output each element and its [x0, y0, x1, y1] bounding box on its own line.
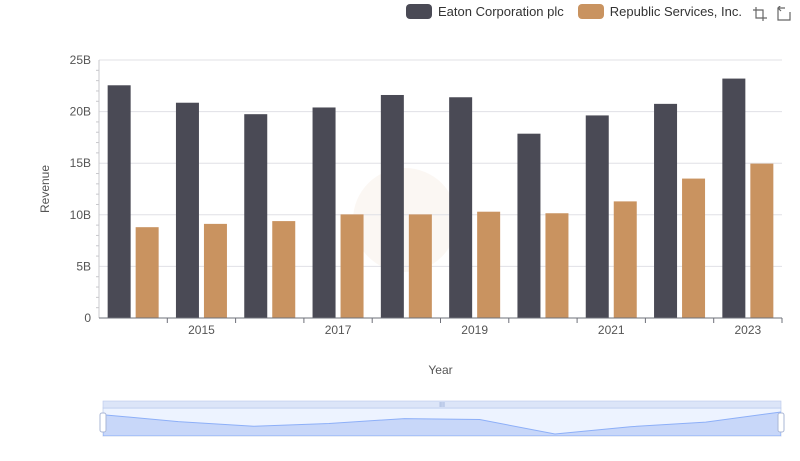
x-tick-label: 2015	[188, 323, 215, 337]
bars	[107, 78, 774, 319]
bar-republic-2023[interactable]	[750, 163, 774, 318]
watermark	[353, 168, 457, 272]
x-axis: 2015 2017 2019 2021 2023	[166, 318, 783, 337]
data-zoom-handle-left[interactable]	[99, 412, 107, 433]
y-tick-label: 10B	[70, 208, 91, 222]
bar-republic-2019[interactable]	[477, 211, 501, 318]
bar-republic-2014[interactable]	[135, 227, 159, 318]
y-tick-label: 15B	[70, 156, 91, 170]
legend: Eaton Corporation plc Republic Services,…	[406, 4, 742, 19]
x-tick-label: 2023	[734, 323, 761, 337]
bar-republic-2022[interactable]	[682, 178, 706, 318]
legend-label: Republic Services, Inc.	[609, 4, 742, 19]
bar-eaton-2018[interactable]	[380, 94, 404, 318]
data-zoom-preview-area	[103, 411, 781, 436]
y-tick-label: 5B	[76, 259, 91, 273]
bar-eaton-2019[interactable]	[449, 97, 473, 318]
bar-republic-2018[interactable]	[408, 214, 432, 318]
bar-eaton-2014[interactable]	[107, 85, 131, 318]
legend-label: Eaton Corporation plc	[438, 4, 564, 19]
bar-eaton-2020[interactable]	[517, 133, 541, 318]
bar-republic-2020[interactable]	[545, 213, 569, 318]
x-axis-label: Year	[428, 363, 452, 377]
bar-eaton-2021[interactable]	[585, 115, 609, 319]
data-zoom-handle-right[interactable]	[777, 412, 785, 433]
bar-eaton-2017[interactable]	[312, 107, 336, 318]
y-tick-label: 25B	[70, 53, 91, 67]
legend-swatch	[406, 4, 433, 19]
bar-republic-2016[interactable]	[272, 221, 296, 318]
bar-eaton-2022[interactable]	[654, 103, 678, 318]
bar-eaton-2016[interactable]	[244, 114, 268, 319]
zoom-select-icon[interactable]	[752, 6, 768, 22]
bar-republic-2021[interactable]	[613, 201, 637, 318]
y-axis-label: Revenue	[38, 165, 52, 213]
y-axis: 0 5B 10B 15B 20B 25B	[70, 53, 100, 325]
toolbox	[752, 6, 792, 22]
bar-eaton-2015[interactable]	[175, 102, 199, 319]
bar-republic-2017[interactable]	[340, 214, 364, 318]
svg-text:III: III	[439, 402, 445, 409]
zoom-reset-icon[interactable]	[776, 6, 792, 22]
bar-eaton-2023[interactable]	[722, 78, 746, 319]
legend-swatch	[577, 4, 604, 19]
x-tick-label: 2019	[461, 323, 488, 337]
x-tick-label: 2021	[598, 323, 625, 337]
y-tick-label: 20B	[70, 105, 91, 119]
legend-item-republic[interactable]: Republic Services, Inc.	[577, 4, 742, 19]
bar-republic-2015[interactable]	[203, 223, 227, 318]
y-tick-label: 0	[84, 311, 91, 325]
x-tick-label: 2017	[325, 323, 352, 337]
legend-item-eaton[interactable]: Eaton Corporation plc	[406, 4, 564, 19]
data-zoom-slider[interactable]: III	[99, 400, 785, 437]
